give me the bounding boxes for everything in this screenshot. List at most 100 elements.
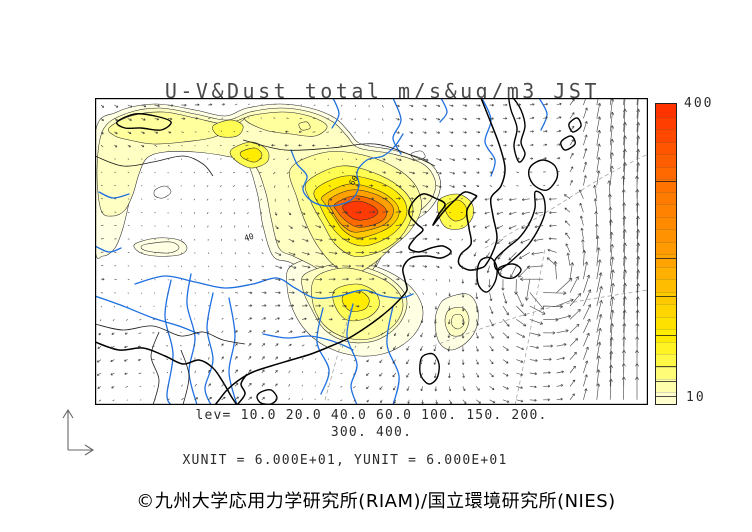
border-line: [242, 139, 436, 167]
colorbar-subtick: [656, 191, 676, 193]
colorbar-subtick: [656, 254, 676, 255]
colorbar-segment: [656, 266, 676, 279]
island-coastline: [560, 135, 576, 151]
map-border: [95, 98, 648, 405]
colorbar-subtick: [656, 329, 676, 330]
colorbar-segment: [656, 241, 676, 254]
contour-levels-label-line1: lev= 10.0 20.0 40.0 60.0 100. 150. 200.: [195, 408, 548, 423]
colorbar-subtick: [656, 116, 676, 118]
graticule-line: [432, 289, 648, 347]
y-axis-arrow-icon: [62, 408, 74, 450]
colorbar-subtick: [656, 304, 676, 305]
colorbar-segment: [656, 204, 676, 217]
river-line: [134, 275, 414, 300]
chart-title-line1: U-V&Dust total m/s&ug/m3 JST: [164, 79, 600, 103]
river-line: [538, 98, 548, 131]
river-line: [346, 303, 358, 405]
river-line: [95, 245, 122, 253]
coastline: [480, 98, 506, 267]
colorbar-segment: [656, 166, 676, 179]
dust-contour-fill-lev60: [212, 119, 244, 138]
x-axis-arrow-icon: [68, 444, 95, 456]
colorbar-segment: [656, 179, 676, 192]
colorbar-subtick: [656, 279, 676, 280]
colorbar-tick: [656, 396, 676, 398]
colorbar-segment: [656, 304, 676, 317]
graticule-line: [484, 153, 648, 249]
island-coastline: [493, 190, 546, 271]
map-frame: 60 40: [95, 98, 648, 405]
colorbar-min-label: 10: [686, 390, 706, 405]
wind-vector-arrows: [96, 98, 641, 405]
colorbar-segment: [656, 129, 676, 142]
colorbar-subtick: [656, 291, 676, 293]
colorbar-subtick: [656, 179, 676, 180]
colorbar-subtick: [656, 391, 676, 393]
coastline: [400, 191, 478, 299]
coastline: [236, 373, 248, 405]
colorbar-subtick: [656, 166, 676, 168]
colorbar-segment: [656, 354, 676, 367]
colorbar-segment: [656, 116, 676, 129]
colorbar-subtick: [656, 316, 676, 318]
colorbar-segment: [656, 391, 676, 404]
colorbar-subtick: [656, 129, 676, 130]
colorbar-segment: [656, 229, 676, 242]
colorbar-segment: [656, 154, 676, 167]
island-coastline: [476, 256, 498, 293]
border-line: [180, 349, 190, 405]
river-line: [186, 273, 198, 405]
river-line: [164, 279, 174, 405]
border-line: [95, 155, 214, 177]
dust-contour-fill-lev400: [342, 200, 379, 221]
colorbar-tick: [656, 180, 676, 182]
copyright-label: ©九州大学応用力学研究所(RIAM)/国立環境研究所(NIES): [136, 491, 616, 512]
colorbar-tick: [656, 380, 676, 382]
colorbar-segment: [656, 216, 676, 229]
graticule-line: [514, 247, 546, 405]
colorbar-subtick: [656, 354, 676, 355]
axis-orientation-arrows: [62, 408, 95, 456]
colorbar-subtick: [656, 366, 676, 368]
colorbar-segment: [656, 341, 676, 354]
colorbar-segment: [656, 141, 676, 154]
river-line: [316, 307, 330, 395]
colorbar-subtick: [656, 229, 676, 230]
river-line: [331, 98, 340, 129]
contour-ring: [451, 314, 465, 330]
contour-levels-label-line2: 300. 400.: [330, 425, 413, 440]
colorbar-segment: [656, 316, 676, 329]
colorbar-tick: [656, 365, 676, 367]
river-line: [204, 292, 214, 405]
colorbar-subtick: [656, 266, 676, 268]
river-line: [439, 98, 448, 123]
river-line: [228, 297, 238, 405]
graticule-line: [324, 307, 352, 401]
colorbar-tick: [656, 334, 676, 336]
colorbar-subtick: [656, 154, 676, 155]
colorbar-subtick: [656, 216, 676, 218]
river-line: [392, 98, 402, 155]
colorbar-subtick: [656, 379, 676, 380]
river-line: [290, 133, 404, 207]
colorbar-segment: [656, 379, 676, 392]
island-coastline: [527, 159, 559, 191]
colorbar-tick: [656, 257, 676, 259]
border-line: [150, 331, 160, 405]
island-coastline: [508, 98, 526, 163]
contour-label: 40: [243, 232, 255, 243]
river-line: [98, 191, 130, 199]
colorbar-segment: [656, 104, 676, 117]
border-line: [95, 323, 246, 345]
colorbar-segment: [656, 279, 676, 292]
contour-ring: [298, 121, 311, 131]
colorbar-subtick: [656, 141, 676, 143]
island-coastline: [419, 352, 440, 385]
vector-units-label: XUNIT = 6.000E+01, YUNIT = 6.000E+01: [182, 453, 508, 468]
river-line: [262, 333, 354, 351]
colorbar: [655, 103, 677, 405]
contour-ring: [140, 241, 180, 254]
dust-contour-fill-lev40: [244, 111, 328, 137]
